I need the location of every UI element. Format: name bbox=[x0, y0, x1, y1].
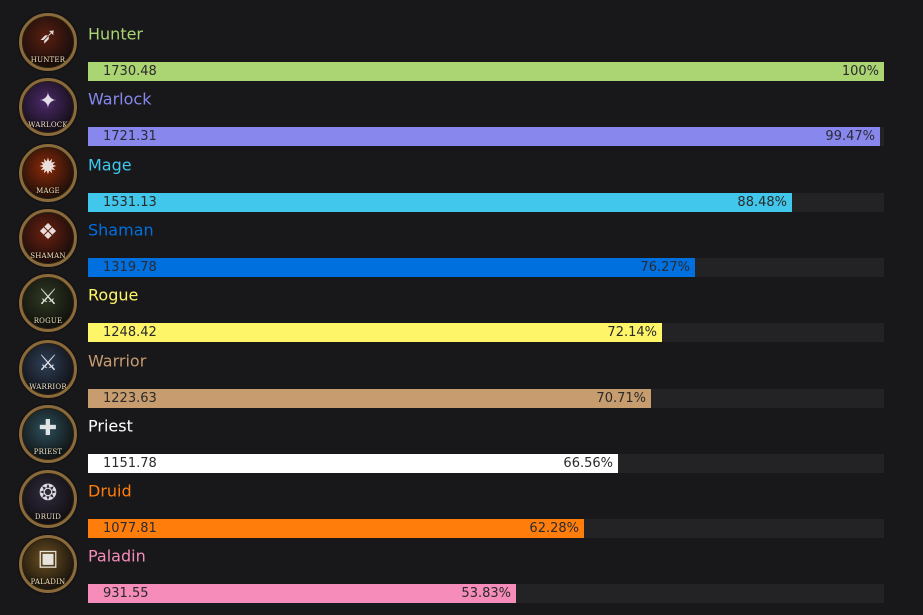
icon-caption: HUNTER bbox=[30, 56, 66, 64]
icon-caption: PRIEST bbox=[33, 447, 63, 456]
bar-track: 1151.78 66.56% bbox=[88, 453, 884, 473]
icon-glyph: ✦ bbox=[38, 89, 58, 115]
daggers-icon: ⚔ ROGUE bbox=[19, 274, 77, 333]
value-label: 1248.42 bbox=[103, 325, 157, 341]
category-label: Priest bbox=[88, 416, 133, 436]
icon-caption: WARLOCK bbox=[28, 121, 68, 130]
icon-caption: SHAMAN bbox=[30, 251, 66, 260]
icon-glyph: ⚔ bbox=[38, 350, 58, 376]
percent-label: 100% bbox=[841, 64, 879, 79]
category-label: Druid bbox=[88, 481, 132, 501]
bow-icon: ➶ HUNTER bbox=[19, 13, 77, 71]
percent-label: 99.47% bbox=[825, 129, 875, 145]
claw-icon: ✦ WARLOCK bbox=[19, 78, 77, 137]
bar-track: 1248.42 72.14% bbox=[88, 323, 884, 343]
percent-label: 88.48% bbox=[737, 194, 787, 210]
icon-caption: MAGE bbox=[36, 186, 60, 195]
percent-label: 76.27% bbox=[640, 259, 690, 275]
icon-glyph: ❂ bbox=[38, 481, 58, 507]
icon-caption: PALADIN bbox=[30, 578, 66, 587]
category-label: Mage bbox=[88, 155, 132, 175]
wolf-icon: ❂ DRUID bbox=[19, 470, 77, 529]
percent-label: 62.28% bbox=[529, 521, 579, 537]
bar-track: 1319.78 76.27% bbox=[88, 257, 884, 277]
bar-track: 1223.63 70.71% bbox=[88, 388, 884, 408]
category-label: Warlock bbox=[88, 89, 152, 109]
bar: 1730.48 100% bbox=[88, 62, 884, 81]
mace-icon: ✚ PRIEST bbox=[19, 404, 77, 463]
value-label: 1151.78 bbox=[103, 455, 157, 471]
percent-label: 72.14% bbox=[607, 325, 657, 341]
bar-track: 1730.48 100% bbox=[88, 62, 884, 81]
bar: 1721.31 99.47% bbox=[88, 127, 880, 147]
totem-icon: ❖ SHAMAN bbox=[19, 208, 77, 267]
bar: 931.55 53.83% bbox=[88, 584, 516, 604]
bar: 1248.42 72.14% bbox=[88, 323, 662, 343]
percent-label: 70.71% bbox=[596, 390, 646, 406]
bar-track: 931.55 53.83% bbox=[88, 584, 884, 604]
icon-glyph: ➶ bbox=[38, 24, 58, 49]
value-label: 1077.81 bbox=[103, 521, 157, 537]
class-row: ➶ HUNTER Hunter 1730.48 100% bbox=[0, 12, 923, 81]
bar-track: 1721.31 99.47% bbox=[88, 127, 884, 147]
icon-glyph: ❖ bbox=[38, 219, 58, 245]
bar: 1531.13 88.48% bbox=[88, 192, 792, 212]
bar-track: 1077.81 62.28% bbox=[88, 519, 884, 539]
bar: 1077.81 62.28% bbox=[88, 519, 584, 539]
category-label: Warrior bbox=[88, 351, 147, 370]
category-label: Paladin bbox=[88, 546, 146, 566]
value-label: 931.55 bbox=[103, 586, 149, 602]
bar-track: 1531.13 88.48% bbox=[88, 192, 884, 212]
category-label: Rogue bbox=[88, 285, 139, 305]
tome-icon: ▣ PALADIN bbox=[19, 535, 77, 594]
value-label: 1730.48 bbox=[103, 64, 157, 79]
percent-label: 66.56% bbox=[563, 455, 613, 471]
class-row: ✦ WARLOCK Warlock 1721.31 99.47% bbox=[0, 77, 923, 147]
fire-icon: ✹ MAGE bbox=[19, 143, 77, 202]
bar: 1319.78 76.27% bbox=[88, 257, 695, 277]
class-row: ▣ PALADIN Paladin 931.55 53.83% bbox=[0, 534, 923, 604]
icon-glyph: ✚ bbox=[38, 415, 58, 441]
icon-caption: ROGUE bbox=[33, 317, 63, 326]
icon-glyph: ✹ bbox=[38, 154, 58, 180]
icon-glyph: ▣ bbox=[37, 546, 59, 572]
value-label: 1531.13 bbox=[103, 194, 157, 210]
category-label: Shaman bbox=[88, 220, 154, 240]
class-row: ✹ MAGE Mage 1531.13 88.48% bbox=[0, 143, 923, 212]
class-row: ❂ DRUID Druid 1077.81 62.28% bbox=[0, 469, 923, 539]
class-row: ⚔ WARRIOR Warrior 1223.63 70.71% bbox=[0, 339, 923, 408]
class-row: ⚔ ROGUE Rogue 1248.42 72.14% bbox=[0, 273, 923, 343]
bar: 1223.63 70.71% bbox=[88, 388, 651, 408]
icon-glyph: ⚔ bbox=[38, 285, 58, 311]
icon-caption: WARRIOR bbox=[29, 382, 67, 391]
bar: 1151.78 66.56% bbox=[88, 453, 618, 473]
category-label: Hunter bbox=[88, 24, 144, 44]
class-row: ✚ PRIEST Priest 1151.78 66.56% bbox=[0, 404, 923, 473]
value-label: 1223.63 bbox=[103, 390, 157, 406]
class-row: ❖ SHAMAN Shaman 1319.78 76.27% bbox=[0, 208, 923, 277]
sword-icon: ⚔ WARRIOR bbox=[19, 339, 77, 398]
value-label: 1721.31 bbox=[103, 129, 157, 145]
value-label: 1319.78 bbox=[103, 259, 157, 275]
percent-label: 53.83% bbox=[461, 586, 511, 602]
icon-caption: DRUID bbox=[34, 513, 62, 522]
